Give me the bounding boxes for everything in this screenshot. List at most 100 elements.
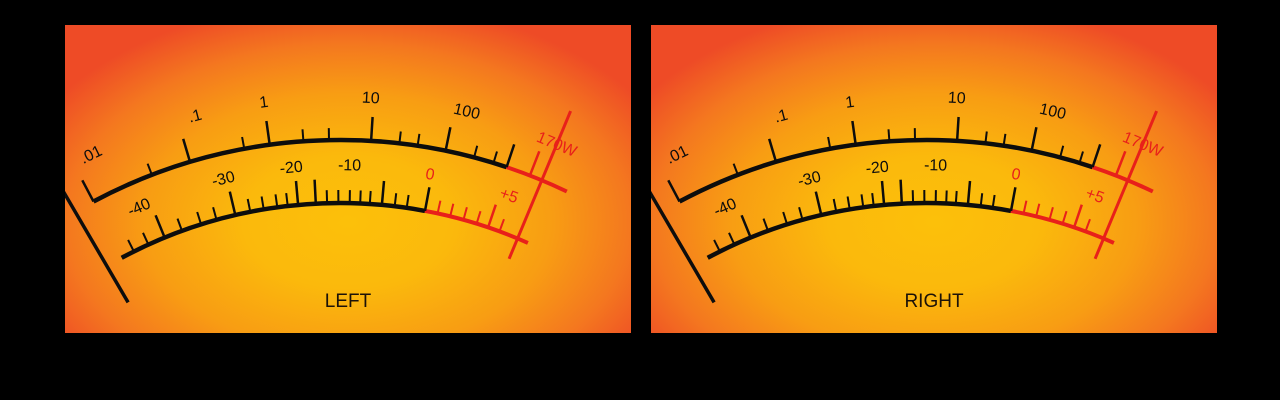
lower-scale-tick-red: [1022, 200, 1028, 214]
upper-scale-tick-major: [667, 179, 681, 203]
lower-scale-tick-minor: [991, 194, 996, 208]
lower-scale-tick-red: [436, 200, 442, 214]
lower-scale-tick-minor: [945, 190, 948, 204]
upper-scale-tick-minor: [473, 145, 479, 158]
upper-scale-label-max: 170W: [1120, 129, 1166, 161]
lower-scale-label: -20: [279, 159, 304, 178]
meter-right: .01 .1 1 10 100 170W -40 -30 -20 -10 0 +5 RIGHT: [651, 25, 1217, 333]
lower-scale-tick-major: [966, 180, 972, 206]
lower-scale-label: -20: [865, 159, 890, 178]
upper-scale-tick-minor: [887, 129, 891, 142]
lower-scale-tick-major: [880, 180, 886, 206]
lower-scale-tick-red: [475, 210, 482, 224]
channel-label-left: LEFT: [324, 291, 372, 312]
lower-scale-tick-minor: [832, 198, 838, 212]
upper-scale-label: 100: [452, 101, 482, 124]
lower-scale-tick-minor: [142, 232, 150, 246]
lower-scale-tick-red: [1061, 210, 1068, 224]
lower-scale-tick-red: [462, 207, 468, 221]
dial-right-boundary-line: [1093, 110, 1158, 260]
dial-left-boundary-line: [65, 190, 130, 304]
lower-scale-tick-minor: [979, 193, 984, 207]
lower-scale-tick-minor: [368, 190, 372, 205]
lower-scale-tick-major: [313, 179, 318, 204]
lower-scale-tick-minor: [285, 192, 289, 207]
upper-scale-tick-major: [1030, 126, 1038, 151]
lower-scale-label: -40: [711, 195, 739, 220]
upper-scale-tick-major: [369, 116, 374, 141]
lower-scale-tick-minor: [393, 193, 398, 207]
upper-scale-tick-red: [1114, 150, 1127, 176]
lower-scale-tick-minor: [798, 207, 804, 221]
lower-scale-tick-minor: [246, 198, 252, 212]
upper-scale-tick-major: [851, 120, 857, 145]
lower-scale-tick-minor: [359, 190, 362, 204]
lower-scale-tick-minor: [762, 218, 769, 232]
lower-scale-tick-major: [294, 180, 300, 206]
upper-scale-tick-major: [265, 120, 271, 145]
lower-scale-tick-minor: [728, 232, 736, 246]
lower-scale-tick-red: [1035, 203, 1041, 217]
upper-scale-label: .1: [187, 107, 204, 127]
upper-scale-tick-minor: [1078, 151, 1084, 164]
lower-scale-tick-minor: [274, 194, 279, 208]
lower-scale-tick-minor: [196, 211, 203, 225]
lower-scale-tick-major: [1009, 187, 1017, 212]
upper-scale-tick-major: [955, 116, 960, 141]
upper-scale-label: 10: [947, 90, 966, 108]
dial-right-boundary-line: [507, 110, 572, 260]
upper-scale-tick-minor: [241, 136, 246, 149]
lower-scale-tick-minor: [846, 196, 851, 210]
lower-scale-tick-major: [228, 191, 237, 216]
upper-scale-tick-minor: [827, 136, 832, 149]
lower-scale-tick-major: [814, 191, 823, 216]
upper-scale-red-arc: [1091, 165, 1154, 194]
meter-left: .01 .1 1 10 100 170W -40 -30 -20 -10 0 +5 LEFT: [65, 25, 631, 333]
lower-scale-arc: [706, 200, 1012, 260]
upper-scale-tick-minor: [416, 133, 421, 146]
meter-dial-right: .01 .1 1 10 100 170W -40 -30 -20 -10 0 +5: [651, 90, 1166, 304]
lower-scale-tick-minor: [713, 239, 721, 252]
lower-scale-tick-red-major: [486, 204, 497, 228]
lower-scale-tick-minor: [782, 211, 789, 225]
upper-scale-label: .1: [773, 107, 790, 127]
lower-scale-tick-minor: [405, 194, 410, 208]
upper-scale-label: 1: [844, 94, 855, 112]
lower-scale-tick-red: [449, 203, 455, 217]
upper-scale-tick-minor: [984, 131, 988, 144]
upper-scale-label: .01: [78, 143, 106, 168]
upper-scale-tick-red: [528, 150, 541, 176]
upper-scale-tick-minor: [492, 151, 498, 164]
lower-scale-tick-minor: [954, 190, 958, 205]
upper-scale-red-arc: [505, 165, 568, 194]
lower-scale-tick-red-major: [1072, 204, 1083, 228]
lower-scale-label-red: 0: [1010, 166, 1022, 184]
channel-label-right: RIGHT: [904, 291, 964, 312]
lower-scale-tick-major: [423, 187, 431, 212]
lower-scale-red-arc: [1010, 208, 1115, 245]
upper-scale-label: 100: [1038, 101, 1068, 124]
upper-scale-tick-minor: [1002, 133, 1007, 146]
lower-scale-arc: [120, 200, 426, 260]
lower-scale-label-red: +5: [497, 185, 520, 207]
lower-scale-label-red: +5: [1083, 185, 1106, 207]
upper-scale-tick-major: [444, 126, 452, 151]
upper-scale-arc: [92, 137, 508, 204]
lower-scale-tick-major: [380, 180, 386, 206]
upper-scale-tick-minor: [146, 163, 153, 176]
upper-scale-tick-minor: [1059, 145, 1065, 158]
dial-left-boundary-line: [651, 190, 716, 304]
lower-scale-tick-red: [1048, 207, 1054, 221]
upper-scale-arc: [678, 137, 1094, 204]
lower-scale-label: -10: [924, 157, 948, 174]
lower-scale-tick-minor: [212, 207, 218, 221]
upper-scale-label: 1: [258, 94, 269, 112]
upper-scale-label: .01: [664, 143, 692, 168]
upper-scale-label: 10: [361, 90, 380, 108]
upper-scale-tick-major: [81, 179, 95, 203]
lower-scale-tick-minor: [176, 218, 183, 232]
lower-scale-red-arc: [424, 208, 529, 245]
lower-scale-tick-minor: [871, 192, 875, 207]
upper-scale-label-max: 170W: [534, 129, 580, 161]
upper-scale-tick-minor: [732, 163, 739, 176]
